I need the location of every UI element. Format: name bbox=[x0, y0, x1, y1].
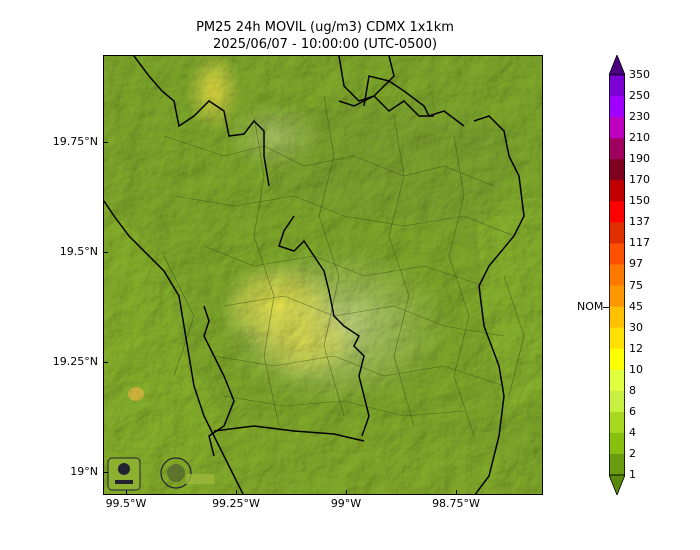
colorbar-tick-label: 230 bbox=[629, 110, 650, 124]
colorbar-segment bbox=[609, 411, 625, 434]
nom-tick bbox=[603, 307, 609, 308]
colorbar-extend-min bbox=[609, 474, 625, 495]
colorbar-segment bbox=[609, 159, 625, 181]
colorbar-segment bbox=[609, 348, 625, 371]
colorbar-segment bbox=[609, 306, 625, 329]
colorbar-tick-label: 210 bbox=[629, 131, 650, 145]
y-tick bbox=[103, 252, 108, 253]
map-canvas bbox=[104, 56, 542, 494]
colorbar-tick-label: 250 bbox=[629, 89, 650, 103]
x-tick-label: 99.25°W bbox=[212, 497, 260, 510]
y-tick-label: 19°N bbox=[70, 465, 98, 478]
y-tick bbox=[103, 142, 108, 143]
colorbar-segment bbox=[609, 117, 625, 139]
colorbar-tick-label: 1 bbox=[629, 468, 636, 481]
colorbar-tick-label: 4 bbox=[629, 425, 636, 439]
colorbar-segment bbox=[609, 432, 625, 455]
state-boundaries bbox=[104, 56, 525, 494]
colorbar-tick-label: 2 bbox=[629, 446, 636, 460]
y-tick-label: 19.25°N bbox=[52, 355, 98, 368]
x-tick-label: 98.75°W bbox=[432, 497, 480, 510]
colorbar-tick-label: 30 bbox=[629, 320, 643, 334]
colorbar-tick-label: 6 bbox=[629, 404, 636, 418]
colorbar-segment bbox=[609, 369, 625, 392]
colorbar-tick-label: 8 bbox=[629, 383, 636, 397]
y-tick-label: 19.75°N bbox=[52, 135, 98, 148]
x-tick-label: 99°W bbox=[330, 497, 362, 510]
x-tick bbox=[456, 490, 457, 495]
colorbar-segment bbox=[609, 138, 625, 160]
colorbar-segment bbox=[609, 327, 625, 350]
x-tick-label: 99.5°W bbox=[105, 497, 147, 510]
colorbar-tick-label: 117 bbox=[629, 236, 650, 250]
colorbar-segment bbox=[609, 222, 625, 244]
chart-subtitle: 2025/06/07 - 10:00:00 (UTC-0500) bbox=[212, 37, 438, 52]
colorbar bbox=[609, 55, 625, 495]
municipal-boundaries bbox=[163, 95, 525, 437]
colorbar-tick-label: 350 bbox=[629, 68, 650, 81]
secretaria-logo bbox=[160, 457, 214, 489]
colorbar-segment bbox=[609, 390, 625, 413]
colorbar-tick-label: 12 bbox=[629, 341, 643, 355]
chart-title: PM25 24h MOVIL (ug/m3) CDMX 1x1km bbox=[196, 20, 454, 35]
colorbar-segment bbox=[609, 243, 625, 265]
colorbar-tick-label: 137 bbox=[629, 215, 650, 229]
y-tick-label: 19.5°N bbox=[59, 245, 98, 258]
y-tick bbox=[103, 362, 108, 363]
x-tick bbox=[126, 490, 127, 495]
colorbar-tick-label: 150 bbox=[629, 194, 650, 208]
colorbar-segment bbox=[609, 75, 625, 97]
colorbar-extend-max bbox=[609, 55, 625, 76]
x-tick bbox=[236, 490, 237, 495]
x-tick bbox=[346, 490, 347, 495]
colorbar-segment bbox=[609, 180, 625, 202]
nom-label: NOM bbox=[577, 300, 604, 313]
colorbar-tick-label: 97 bbox=[629, 257, 643, 271]
map-area bbox=[103, 55, 543, 495]
colorbar-tick-label: 45 bbox=[629, 299, 643, 313]
colorbar-segment bbox=[609, 264, 625, 287]
sedema-logo bbox=[107, 457, 141, 491]
colorbar-segment bbox=[609, 285, 625, 308]
colorbar-segment bbox=[609, 201, 625, 223]
colorbar-tick-label: 190 bbox=[629, 152, 650, 166]
colorbar-segment bbox=[609, 453, 625, 476]
y-tick bbox=[103, 472, 108, 473]
colorbar-tick-label: 75 bbox=[629, 278, 643, 292]
colorbar-tick-label: 170 bbox=[629, 173, 650, 187]
colorbar-segment bbox=[609, 96, 625, 118]
terrain-relief bbox=[104, 56, 542, 494]
colorbar-tick-label: 10 bbox=[629, 362, 643, 376]
